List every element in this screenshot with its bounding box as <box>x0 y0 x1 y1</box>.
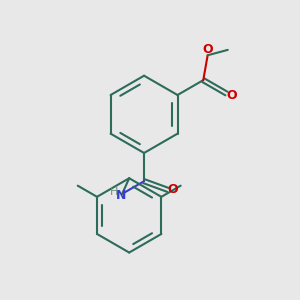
Text: O: O <box>168 183 178 196</box>
Text: O: O <box>226 88 237 101</box>
Text: O: O <box>202 43 213 56</box>
Text: N: N <box>116 189 126 202</box>
Text: H: H <box>110 188 118 197</box>
